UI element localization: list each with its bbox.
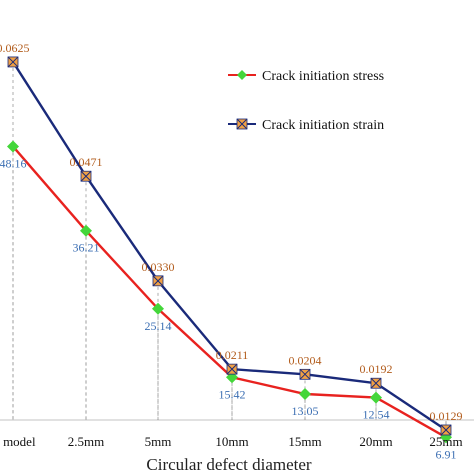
data-label-strain: 0.0204 (289, 353, 322, 367)
data-label-stress: 13.05 (292, 404, 319, 418)
legend-strain-marker-x (236, 118, 248, 130)
strain-point-x (226, 363, 238, 375)
x-tick-label: 2.5mm (68, 434, 104, 449)
legend-item-strain: Crack initiation strain (228, 118, 384, 133)
data-label-strain: 0.0211 (216, 348, 249, 362)
data-label-stress: 12.54 (363, 408, 390, 422)
data-label-stress: 36.21 (73, 241, 100, 255)
strain-point (226, 363, 238, 375)
strain-point (440, 424, 452, 436)
strain-point-x (370, 377, 382, 389)
data-label-stress: 15.42 (219, 387, 246, 401)
strain-point (299, 368, 311, 380)
strain-point (152, 275, 164, 287)
data-label-strain: 0.0471 (70, 155, 103, 169)
x-tick-label: ct model (0, 434, 36, 449)
data-label-strain: 0.0192 (360, 362, 393, 376)
stress-point (80, 224, 92, 237)
legend-strain-label: Crack initiation strain (262, 118, 384, 133)
legend: Crack initiation stress Crack initiation… (228, 69, 384, 133)
stress-point (152, 302, 164, 315)
strain-point (370, 377, 382, 389)
data-label-stress: 48.16 (0, 156, 27, 170)
strain-point-x (152, 275, 164, 287)
legend-item-stress: Crack initiation stress (228, 69, 384, 84)
data-labels-strain: 0.0625 0.0471 0.0330 0.0211 0.0204 0.0192 0.01… (0, 41, 463, 423)
legend-stress-marker (237, 70, 247, 80)
x-tick-label: 25mm (429, 434, 462, 449)
legend-stress-label: Crack initiation stress (262, 69, 384, 84)
data-label-stress: 6.91 (436, 447, 457, 461)
x-tick-label: 10mm (215, 434, 248, 449)
data-label-stress: 25.14 (145, 319, 172, 333)
strain-point (7, 56, 19, 68)
series-strain-markers (7, 56, 452, 436)
stress-point (299, 387, 311, 400)
data-labels-stress: 48.16 36.21 25.14 15.42 13.05 12.54 6.91 (0, 156, 457, 461)
stress-point (370, 391, 382, 404)
data-label-strain: 0.0330 (142, 260, 175, 274)
strain-point-x (299, 368, 311, 380)
x-tick-labels: ct model 2.5mm 5mm 10mm 15mm 20mm 25mm (0, 434, 463, 449)
strain-point-x (80, 170, 92, 182)
x-tick-label: 5mm (145, 434, 172, 449)
data-label-strain: 0.0129 (430, 409, 463, 423)
strain-point-x (7, 56, 19, 68)
x-axis-label: Circular defect diameter (146, 455, 312, 474)
x-tick-label: 15mm (288, 434, 321, 449)
strain-point-x (440, 424, 452, 436)
stress-point (7, 140, 19, 153)
data-label-strain: 0.0625 (0, 41, 30, 55)
strain-point (80, 170, 92, 182)
x-tick-label: 20mm (359, 434, 392, 449)
